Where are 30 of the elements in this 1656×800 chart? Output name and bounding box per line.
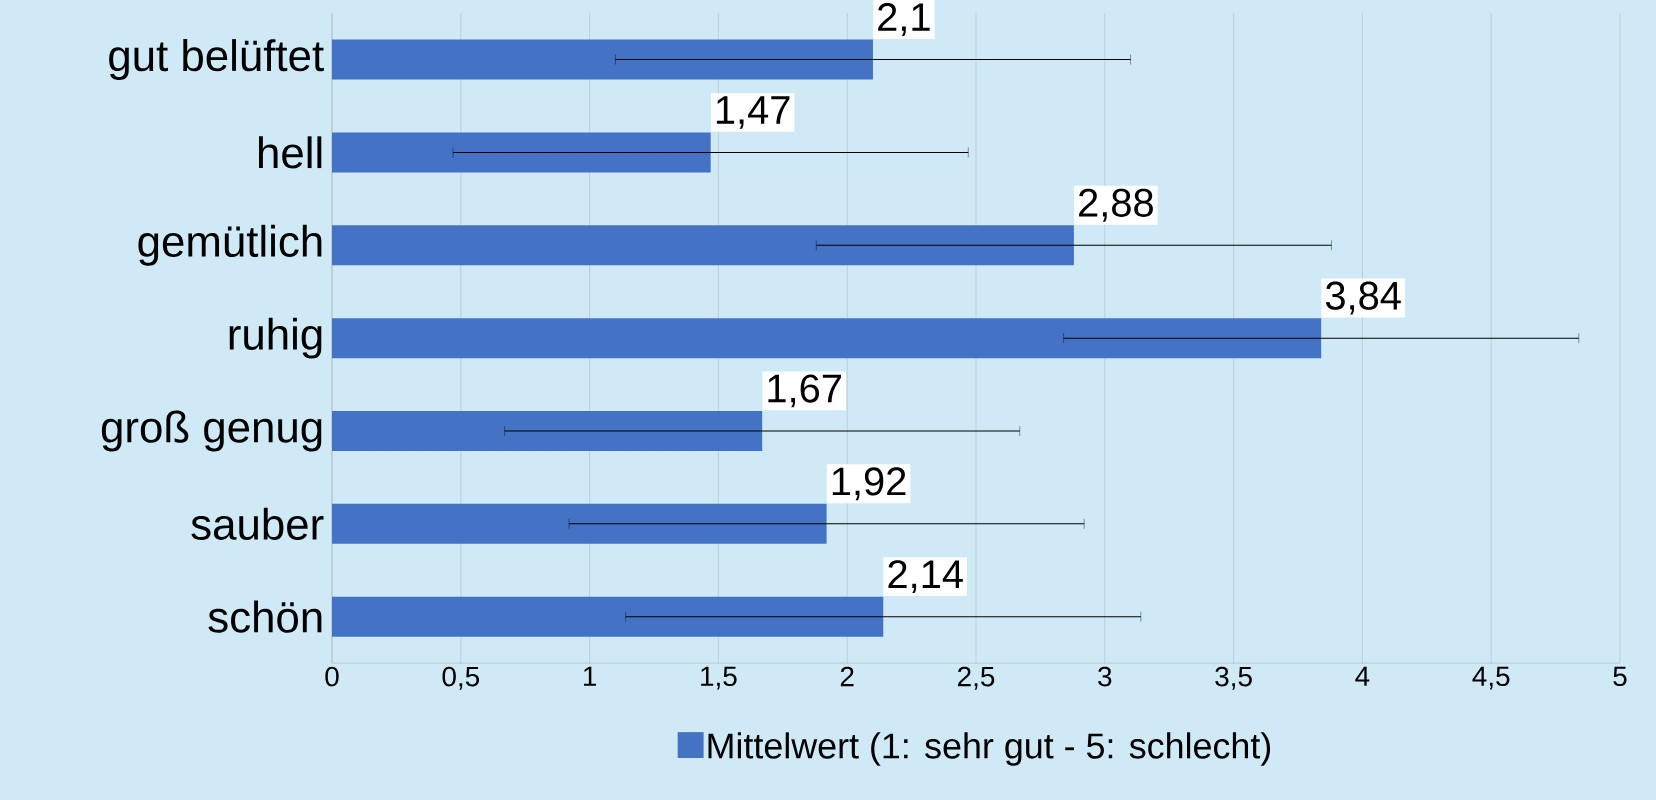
x-tick-label: 4: [1355, 666, 1370, 686]
y-tick-label: groß genug: [101, 410, 322, 452]
x-tick-label: 0,5: [442, 666, 480, 690]
x-tick-label: 2: [840, 666, 854, 687]
y-tick-label: schön: [208, 600, 322, 633]
bar: [332, 596, 884, 637]
data-label: 2,14: [888, 560, 963, 594]
x-tick-label: 2,5: [958, 666, 995, 690]
data-label: 1,67: [768, 374, 841, 408]
y-tick-label: gut belüftet: [109, 39, 324, 80]
legend-label: Mittelwert (1: sehr gut - 5: schlecht): [708, 732, 1271, 766]
x-tick-label: 5: [1613, 666, 1627, 687]
x-tick-label: 3: [1098, 666, 1112, 687]
x-tick-label: 4,5: [1472, 666, 1510, 690]
data-label: 1,47: [716, 96, 790, 129]
bar: [332, 225, 1074, 266]
y-tick-label: hell: [259, 136, 322, 169]
y-tick-label: gemütlich: [138, 224, 322, 266]
bar: [332, 318, 1322, 359]
y-tick-label: ruhig: [229, 317, 322, 359]
x-tick-label: 3,5: [1215, 666, 1252, 690]
data-label: 2,88: [1079, 188, 1153, 222]
bar: [332, 39, 873, 80]
data-label: 3,84: [1325, 281, 1401, 315]
x-tick-label: 1,5: [701, 666, 737, 690]
data-label: 1,92: [832, 467, 906, 501]
x-tick-label: 1: [583, 666, 597, 686]
y-tick-label: sauber: [191, 507, 324, 540]
x-tick-label: 0: [325, 666, 339, 687]
data-label: 2,1: [878, 2, 930, 36]
